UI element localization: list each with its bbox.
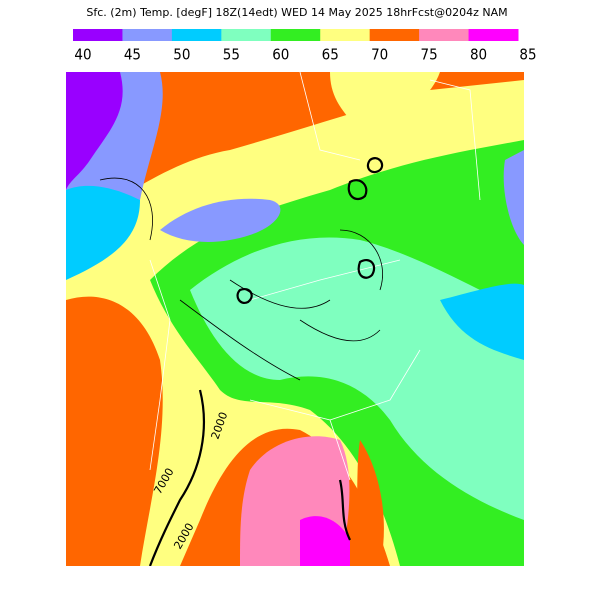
temperature-field: 2000 7000 2000	[66, 72, 524, 566]
state-borders	[149, 72, 481, 481]
colorbar-box	[122, 29, 173, 41]
zone-ne-cool	[503, 150, 524, 245]
colorbar-tick-label: 40	[74, 46, 91, 64]
zone-50	[440, 283, 524, 360]
colorbar-tick-label: 85	[519, 46, 536, 64]
colorbar-box	[270, 29, 321, 41]
colorbar-tick-label: 55	[223, 46, 240, 64]
zone-ne	[330, 72, 440, 130]
colorbar-tick-label: 80	[470, 46, 487, 64]
colorbar-tick-label: 50	[173, 46, 190, 64]
colorbar-tick-label: 65	[322, 46, 339, 64]
zone-40	[66, 72, 123, 190]
lake	[160, 198, 281, 242]
zone-55	[190, 237, 524, 520]
colorbar-box	[419, 29, 470, 41]
colorbar-box	[73, 29, 123, 41]
colorbar-box	[369, 29, 420, 41]
colorbar-tick-label: 45	[124, 46, 141, 64]
colorbar-box	[468, 29, 519, 41]
zone-80	[300, 516, 350, 566]
colorbar-tick-label: 75	[421, 46, 438, 64]
thick-contours	[148, 389, 351, 566]
colorbar-box	[171, 29, 222, 41]
colorbar-box	[221, 29, 272, 41]
closed-contours	[236, 157, 384, 304]
colorbar-tick-label: 70	[371, 46, 388, 64]
contours	[99, 177, 383, 381]
colorbar: 40 45 50 55 60 65 70 75 80 85	[73, 29, 537, 64]
zone-50b	[66, 185, 140, 280]
map-title: Sfc. (2m) Temp. [degF] 18Z(14edt) WED 14…	[86, 6, 507, 19]
colorbar-tick-label: 60	[272, 46, 289, 64]
zone-fl	[352, 440, 384, 566]
colorbar-box	[320, 29, 371, 41]
